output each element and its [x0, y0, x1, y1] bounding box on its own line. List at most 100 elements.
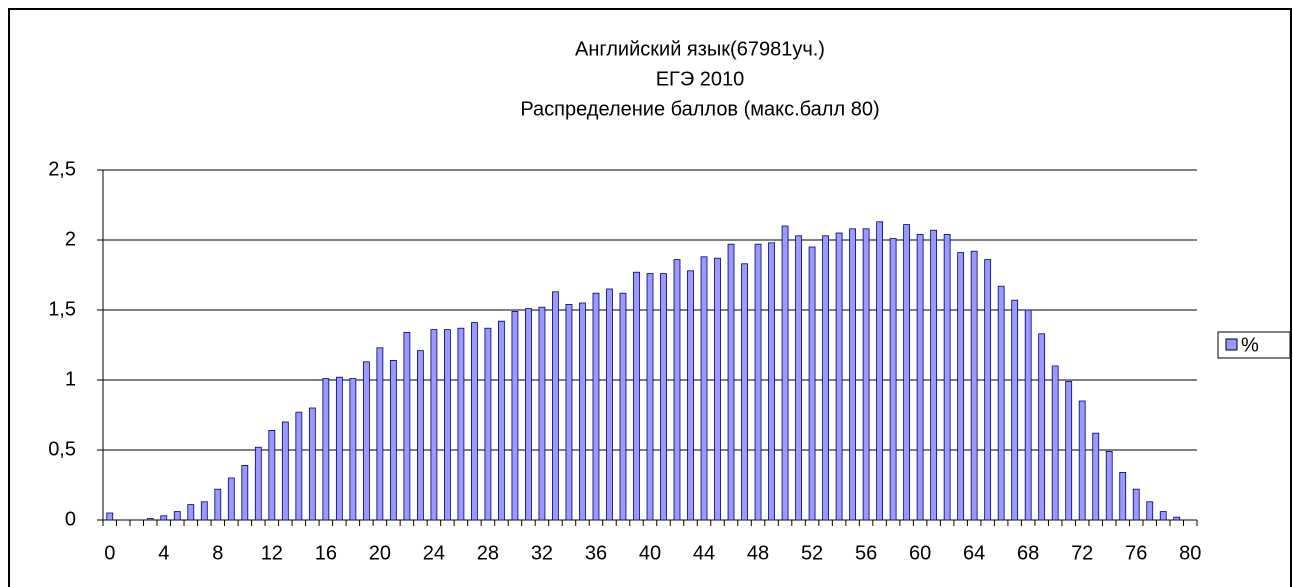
bar [592, 292, 600, 521]
bar [876, 221, 884, 521]
bar [1051, 365, 1059, 521]
bar [254, 446, 262, 521]
x-tick-label: 32 [531, 542, 553, 564]
chart-title: ЕГЭ 2010 [656, 68, 745, 90]
bar [1092, 432, 1100, 521]
bar [471, 322, 478, 521]
bar [187, 504, 195, 521]
bar [1119, 471, 1127, 521]
x-tick-label: 8 [212, 542, 223, 564]
bar [862, 228, 870, 521]
x-tick-label: 12 [261, 542, 283, 564]
bar [146, 518, 154, 521]
bar [984, 259, 992, 521]
bar [173, 511, 181, 521]
bar [849, 228, 856, 521]
bar [903, 224, 911, 521]
bar [362, 361, 370, 521]
bar [835, 232, 843, 521]
bar [579, 302, 586, 521]
x-tick-label: 20 [369, 542, 391, 564]
x-tick-label: 28 [477, 542, 499, 564]
x-tick-label: 48 [747, 542, 769, 564]
bar [498, 320, 505, 521]
bar [781, 225, 789, 521]
bar [349, 378, 357, 521]
bar [754, 243, 762, 521]
bar [943, 233, 951, 521]
bar [1011, 299, 1019, 521]
bar [430, 329, 438, 521]
bar [673, 259, 681, 521]
x-tick-label: 68 [1017, 542, 1039, 564]
bar [768, 242, 775, 521]
x-tick-label: 0 [104, 542, 115, 564]
x-tick-label: 40 [639, 542, 661, 564]
bar [484, 327, 492, 521]
bar [970, 250, 978, 521]
bar [281, 421, 289, 521]
x-tick-label: 16 [315, 542, 337, 564]
bar [376, 347, 384, 521]
legend-swatch [1225, 338, 1238, 351]
chart-title: Распределение баллов (макс.балл 80) [520, 98, 879, 120]
bar [268, 429, 276, 521]
bar [957, 252, 965, 521]
bar [687, 270, 694, 521]
bar [646, 273, 654, 521]
bar [660, 273, 667, 521]
x-tick-label: 56 [855, 542, 877, 564]
bar [322, 378, 330, 521]
bar [214, 488, 222, 521]
x-tick-label: 36 [585, 542, 607, 564]
bar [1078, 400, 1086, 521]
bar [241, 464, 249, 521]
y-tick-label: 2 [65, 228, 76, 250]
bar [1146, 501, 1154, 521]
bar [1173, 516, 1181, 521]
bar [1105, 450, 1113, 521]
y-tick-label: 1 [65, 368, 76, 390]
bar [552, 291, 559, 521]
x-tick-label: 24 [423, 542, 445, 564]
bar [795, 235, 802, 521]
bar [808, 246, 816, 521]
x-tick-label: 60 [909, 542, 931, 564]
bar [511, 310, 519, 521]
bar [606, 288, 613, 521]
x-tick-label: 80 [1179, 542, 1201, 564]
bar [227, 477, 235, 521]
bar [1038, 333, 1046, 521]
x-tick-label: 52 [801, 542, 823, 564]
y-tick-label: 2,5 [48, 158, 76, 180]
x-tick-label: 44 [693, 542, 715, 564]
bar [457, 327, 465, 521]
bar [822, 235, 829, 521]
bar [525, 308, 532, 521]
bar [727, 243, 735, 521]
bar [403, 331, 411, 521]
bar [200, 501, 208, 521]
bar [1065, 380, 1073, 521]
y-tick-label: 0 [65, 508, 76, 530]
chart-title: Английский язык(67981уч.) [575, 38, 825, 60]
bar [930, 229, 938, 521]
bar [700, 256, 708, 521]
bar [295, 411, 303, 521]
bar [619, 292, 627, 521]
bar [538, 306, 546, 521]
bar [633, 271, 640, 521]
bar [1159, 511, 1167, 521]
bar [714, 257, 721, 521]
bar [335, 376, 343, 521]
x-tick-label: 4 [158, 542, 169, 564]
x-tick-label: 76 [1125, 542, 1147, 564]
bar [416, 350, 424, 521]
x-tick-label: 72 [1071, 542, 1093, 564]
bar [889, 238, 897, 521]
bar [565, 303, 573, 521]
x-tick-label: 64 [963, 542, 985, 564]
bar [389, 359, 397, 521]
